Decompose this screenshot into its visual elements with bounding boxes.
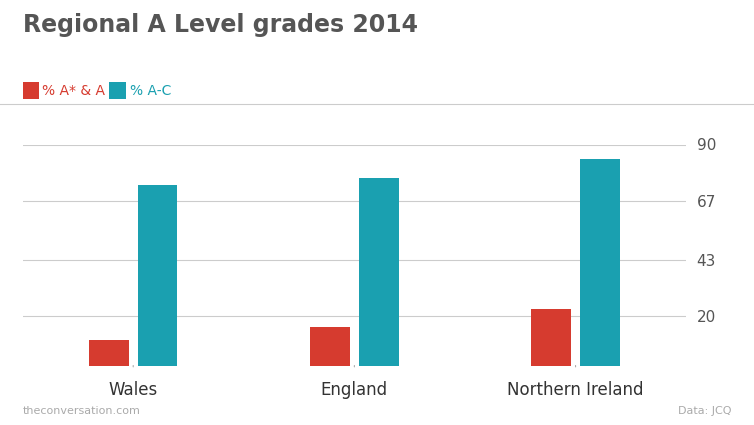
Text: theconversation.com: theconversation.com	[23, 406, 140, 416]
Bar	[310, 327, 350, 366]
Text: Data: JCQ: Data: JCQ	[678, 406, 731, 416]
Text: % A-C: % A-C	[130, 84, 171, 97]
Bar	[532, 309, 571, 366]
Bar	[89, 340, 129, 366]
Text: Regional A Level grades 2014: Regional A Level grades 2014	[23, 13, 418, 37]
Bar	[359, 178, 399, 366]
Text: % A* & A: % A* & A	[42, 84, 106, 97]
Bar	[580, 159, 620, 366]
Bar	[138, 185, 177, 366]
